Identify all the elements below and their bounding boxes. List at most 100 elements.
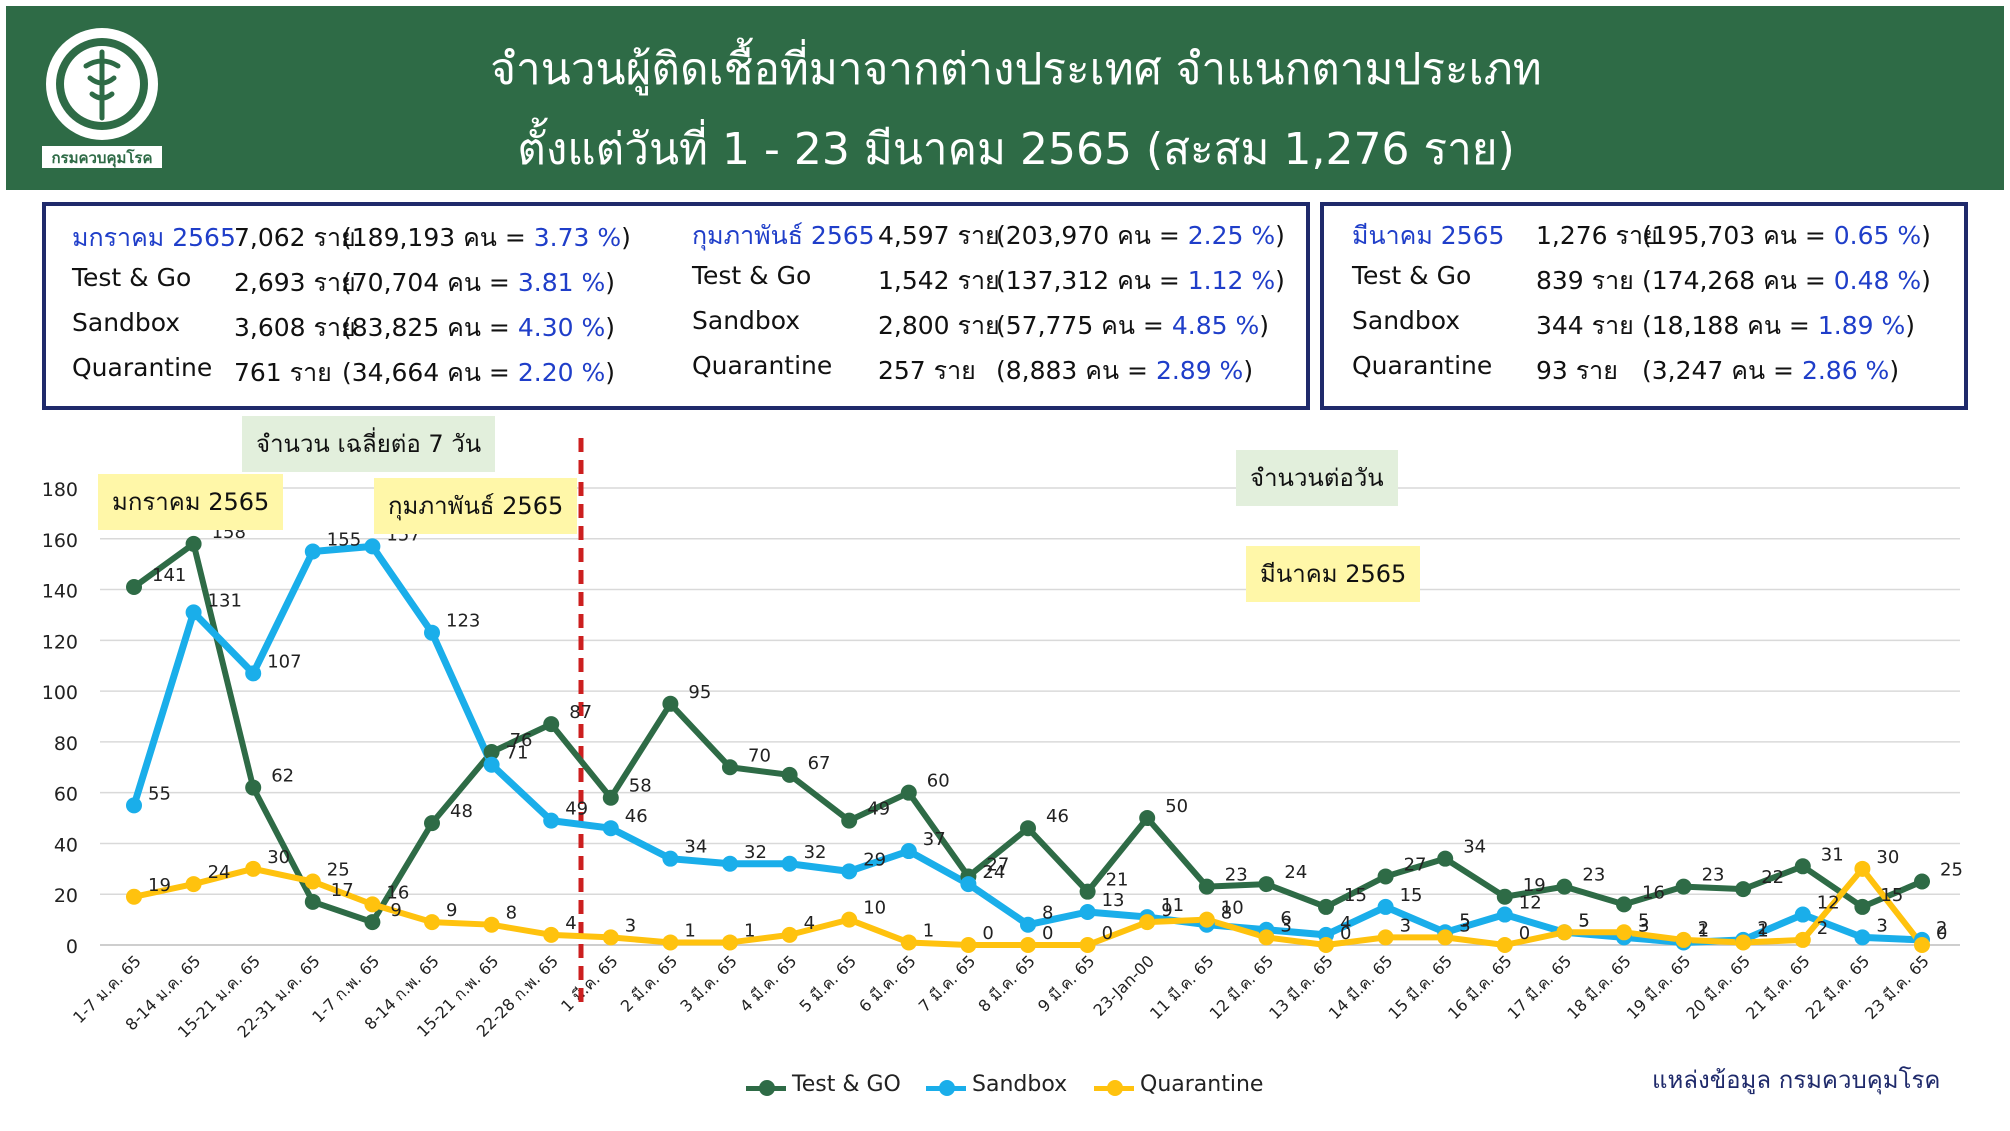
data-point: [126, 579, 142, 596]
data-point: [543, 812, 560, 829]
data-point: [1854, 860, 1871, 877]
data-point: [424, 815, 440, 832]
data-label: 22: [1761, 867, 1784, 888]
data-point: [1318, 898, 1334, 915]
data-label: 3: [1400, 915, 1411, 936]
data-label: 12: [1817, 893, 1840, 914]
y-tick-label: 100: [42, 682, 78, 704]
data-point: [1437, 929, 1454, 946]
data-label: 1: [923, 920, 934, 941]
x-tick-label: 23 มี.ค. 65: [1861, 951, 1933, 1023]
data-point: [304, 873, 321, 890]
data-label: 62: [271, 766, 294, 787]
summary-type-label: Test & Go: [1352, 261, 1472, 290]
data-point: [841, 863, 858, 880]
data-label: 32: [804, 842, 827, 863]
header-banner: กรมควบคุมโรค จำนวนผู้ติดเชื้อที่มาจากต่า…: [6, 6, 2004, 190]
summary-close-paren: ): [1275, 266, 1285, 295]
y-tick-label: 120: [42, 631, 78, 653]
data-point: [245, 860, 262, 877]
summary-tested: (203,970 คน = 2.25 %): [996, 216, 1285, 256]
data-point: [1258, 876, 1275, 893]
summary-cases: 4,597 ราย: [878, 221, 1000, 250]
data-point: [543, 926, 560, 943]
data-label: 4: [1340, 913, 1351, 934]
summary-type-label: Sandbox: [1352, 306, 1461, 335]
summary-tested: (137,312 คน = 1.12 %): [996, 261, 1285, 301]
data-label: 15: [1880, 885, 1903, 906]
data-point: [245, 779, 262, 796]
data-label: 25: [327, 860, 350, 881]
data-point: [424, 624, 440, 641]
summary-close-paren: ): [1921, 266, 1931, 295]
data-point: [1556, 924, 1573, 941]
summary-box-mar: [1320, 202, 1968, 410]
data-point: [1616, 924, 1632, 941]
data-label: 9: [446, 900, 457, 921]
summary-cases: 839 ราย: [1536, 266, 1634, 295]
data-label: 21: [1106, 870, 1129, 891]
data-label: 11: [1161, 895, 1184, 916]
logo-text: กรมควบคุมโรค: [51, 148, 152, 168]
data-point: [1556, 878, 1573, 895]
data-label: 5: [1578, 910, 1589, 931]
department-logo-icon: กรมควบคุมโรค: [42, 28, 162, 168]
data-point: [1794, 931, 1811, 948]
data-point: [185, 535, 202, 552]
data-label: 0: [1042, 923, 1053, 944]
data-label: 23: [1702, 865, 1725, 886]
data-point: [781, 926, 798, 943]
data-point: [543, 716, 560, 733]
y-tick-label: 140: [42, 581, 78, 603]
data-point: [602, 789, 619, 806]
data-label: 49: [565, 799, 588, 820]
summary-type-label: Sandbox: [692, 306, 801, 335]
data-point: [602, 929, 619, 946]
legend-item-test-go: Test & GO: [746, 1072, 916, 1104]
x-tick-label: 8 มี.ค. 65: [974, 951, 1038, 1015]
data-source-note: แหล่งข้อมูล กรมควบคุมโรค: [1652, 1066, 1941, 1094]
data-point: [1675, 878, 1692, 895]
data-label: 19: [148, 875, 171, 896]
data-point: [1079, 937, 1096, 953]
data-label: 30: [267, 847, 290, 868]
data-label: 46: [1046, 806, 1069, 827]
data-point: [1020, 916, 1036, 933]
data-label: 49: [867, 799, 890, 820]
x-tick-label: 12 มี.ค. 65: [1206, 951, 1278, 1023]
january-tag: มกราคม 2565: [98, 474, 284, 530]
data-point: [483, 756, 500, 773]
summary-tested-count: (189,193 คน =: [342, 223, 534, 252]
summary-box-jan-feb: [42, 202, 1310, 410]
y-tick-label: 40: [54, 834, 78, 856]
summary-month-label: มกราคม 2565: [72, 223, 236, 252]
data-label: 29: [863, 849, 886, 870]
summary-close-paren: ): [1905, 311, 1915, 340]
data-label: 155: [327, 529, 361, 550]
data-label: 141: [152, 565, 186, 586]
data-label: 24: [208, 862, 231, 883]
data-label: 55: [148, 783, 171, 804]
summary-cases: 344 ราย: [1536, 311, 1634, 340]
y-tick-label: 20: [54, 885, 78, 907]
data-label: 48: [450, 801, 473, 822]
summary-tested-count: (83,825 คน =: [342, 313, 518, 342]
data-label: 17: [331, 880, 354, 901]
y-tick-label: 80: [54, 733, 78, 755]
data-point: [1854, 898, 1871, 915]
summary-close-paren: ): [605, 313, 615, 342]
summary-percent: 4.85 %: [1171, 311, 1260, 340]
summary-cases: 2,800 ราย: [878, 311, 1000, 340]
summary-percent: 2.89 %: [1155, 356, 1244, 385]
data-label: 87: [569, 702, 592, 723]
data-point: [900, 843, 917, 860]
summary-tested-count: (18,188 คน =: [1642, 311, 1818, 340]
summary-close-paren: ): [605, 358, 615, 387]
summary-type-label: Quarantine: [692, 351, 833, 380]
summary-percent: 2.20 %: [517, 358, 606, 387]
data-label: 70: [748, 745, 771, 766]
data-label: 0: [1519, 923, 1530, 944]
legend-label-test-go: Test & GO: [792, 1072, 901, 1097]
data-point: [722, 855, 738, 872]
summary-tested-count: (57,775 คน =: [996, 311, 1172, 340]
